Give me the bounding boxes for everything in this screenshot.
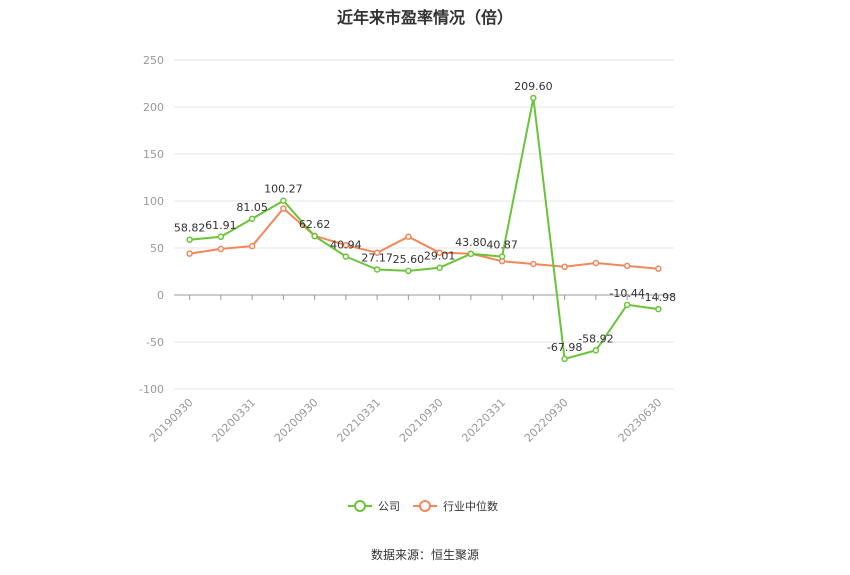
x-tick-label: 20220331 (459, 396, 508, 445)
data-point (623, 301, 631, 309)
data-label: 27.17 (361, 251, 393, 264)
y-tick-label: 50 (150, 242, 164, 255)
data-label: -67.98 (547, 341, 582, 354)
data-point (217, 245, 225, 253)
data-point (311, 232, 318, 240)
data-source-note: 数据来源：恒生聚源 (370, 548, 479, 562)
data-point (342, 241, 350, 249)
data-point (186, 236, 193, 243)
y-tick-label: 150 (143, 148, 164, 161)
y-tick-label: -100 (139, 383, 164, 396)
data-label: 100.27 (264, 183, 303, 196)
data-label: 29.01 (424, 250, 456, 263)
data-point (373, 266, 381, 273)
data-label: 209.60 (514, 80, 553, 93)
data-point (623, 262, 631, 270)
data-point (655, 305, 662, 313)
data-point (373, 249, 381, 256)
data-point (436, 264, 443, 271)
data-point (186, 250, 193, 257)
data-label: -58.92 (578, 332, 613, 345)
data-label: 81.05 (236, 201, 268, 214)
data-point (655, 265, 662, 272)
data-label: 40.94 (330, 239, 362, 252)
data-label: -14.98 (641, 291, 676, 304)
x-tick-label: 20210930 (397, 396, 446, 445)
data-label: -10.44 (609, 287, 644, 300)
data-point (530, 260, 537, 268)
y-tick-label: 100 (143, 195, 164, 208)
data-point (248, 215, 256, 223)
series-line-1 (189, 207, 659, 270)
x-tick-label: 20200331 (209, 396, 258, 445)
legend-label: 行业中位数 (443, 499, 498, 513)
x-tick-label: 20210331 (334, 396, 383, 445)
legend-marker (419, 500, 431, 512)
data-point (405, 267, 412, 275)
series-line-0 (189, 97, 659, 360)
data-point (342, 253, 350, 260)
data-label: 40.87 (486, 239, 518, 252)
data-point (561, 355, 568, 363)
y-tick-label: 0 (157, 289, 164, 302)
data-label: 62.62 (299, 218, 331, 231)
y-tick-label: 250 (143, 54, 164, 67)
x-tick-label: 20190930 (147, 396, 196, 445)
data-label: 25.60 (393, 253, 425, 266)
x-tick-label: 20200930 (272, 396, 321, 445)
data-point (467, 250, 475, 258)
data-label: 61.91 (205, 219, 237, 232)
data-point (592, 259, 600, 267)
data-point (280, 197, 287, 204)
data-point (436, 249, 443, 256)
y-tick-label: -50 (146, 336, 164, 349)
data-point (592, 347, 600, 354)
x-tick-label: 20230630 (616, 396, 665, 445)
legend-marker (354, 500, 366, 512)
data-point (248, 242, 256, 250)
y-tick-label: 200 (143, 101, 164, 114)
chart-title: 近年来市盈率情况（倍） (336, 8, 513, 27)
data-point (530, 94, 537, 102)
data-point (561, 263, 568, 271)
x-tick-label: 20220930 (522, 396, 571, 445)
data-point (405, 233, 412, 240)
data-point (498, 253, 506, 260)
data-point (280, 205, 287, 212)
data-point (217, 233, 225, 241)
legend-label: 公司 (378, 500, 400, 513)
data-label: 43.80 (455, 236, 487, 249)
data-label: 58.82 (174, 222, 206, 235)
